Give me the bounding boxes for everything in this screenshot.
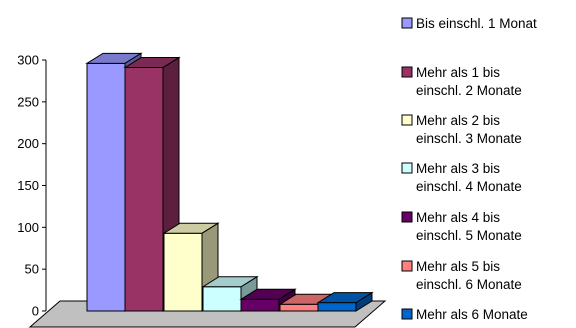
bar-top	[162, 222, 220, 234]
legend-swatch	[401, 211, 413, 223]
legend-swatch	[401, 17, 413, 29]
bar-top	[85, 52, 143, 64]
legend-item: Mehr als 1 bis einschl. 2 Monate	[401, 65, 522, 98]
legend-swatch	[401, 66, 413, 78]
legend-item: Mehr als 4 bis einschl. 5 Monate	[401, 210, 522, 243]
legend-item: Mehr als 5 bis einschl. 6 Monate	[401, 259, 522, 292]
legend-label: Mehr als 3 bis	[416, 161, 500, 176]
bar-top	[316, 292, 374, 304]
y-tick-label: 0	[32, 304, 39, 319]
bar-front	[317, 302, 357, 312]
bar-front	[163, 232, 203, 312]
bar-front	[202, 286, 242, 312]
bar-front	[240, 298, 280, 312]
bar-top	[201, 276, 259, 288]
y-tick-label: 250	[17, 94, 39, 109]
legend-label: Mehr als 1 bis	[416, 65, 500, 80]
legend-label: einschl. 6 Monate	[416, 277, 522, 292]
legend-label: Mehr als 4 bis	[416, 210, 500, 225]
legend-label: einschl. 4 Monate	[416, 179, 522, 194]
legend-label: Mehr als 2 bis	[416, 113, 500, 128]
legend-item: Mehr als 3 bis einschl. 4 Monate	[401, 161, 522, 194]
y-tick-label: 150	[17, 178, 39, 193]
bars	[85, 52, 374, 312]
legend-swatch	[401, 260, 413, 272]
legend-label: Mehr als 5 bis	[416, 259, 500, 274]
y-tick-label: 300	[17, 53, 39, 68]
bar-front	[279, 303, 319, 312]
y-tick-label: 200	[17, 136, 39, 151]
legend-item: Mehr als 2 bis einschl. 3 Monate	[401, 113, 522, 146]
y-tick-label: 50	[25, 262, 39, 277]
legend-label: einschl. 5 Monate	[416, 228, 522, 243]
legend: Bis einschl. 1 Monat Mehr als 1 bis einsch…	[401, 16, 537, 322]
legend-swatch	[401, 162, 413, 174]
legend-label: Bis einschl. 1 Monat	[416, 16, 537, 31]
legend-swatch	[401, 114, 413, 126]
bar-front	[86, 62, 126, 312]
y-axis: 0 50 100 150 200 250 300	[17, 53, 47, 319]
bar-front	[124, 67, 164, 312]
legend-label: Mehr als 6 Monate	[416, 307, 528, 322]
bar	[316, 291, 374, 312]
legend-swatch	[401, 308, 413, 320]
legend-item: Mehr als 6 Monate	[401, 307, 528, 322]
y-tick-label: 100	[17, 220, 39, 235]
legend-item: Bis einschl. 1 Monat	[401, 16, 537, 31]
bar-top	[123, 57, 181, 69]
bar-top	[239, 288, 297, 300]
legend-label: einschl. 3 Monate	[416, 131, 522, 146]
legend-label: einschl. 2 Monate	[416, 83, 522, 98]
